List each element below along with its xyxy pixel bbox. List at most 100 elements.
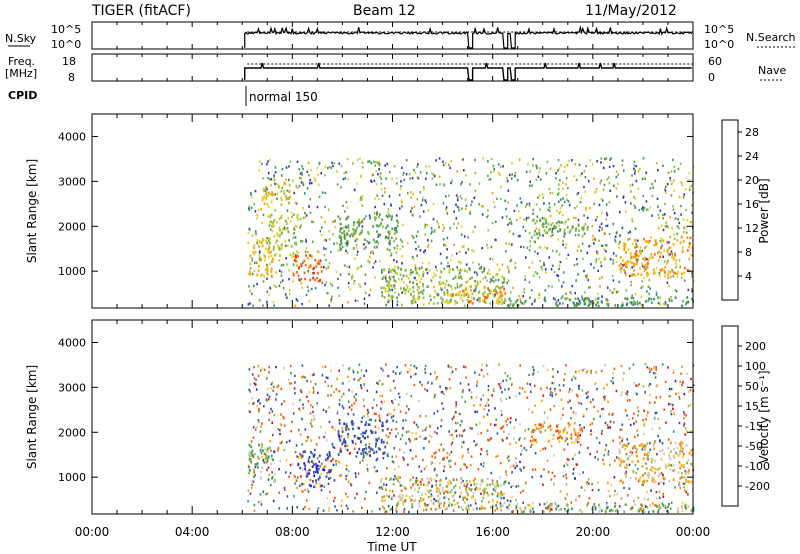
scatter-echo [672, 407, 674, 410]
scatter-echo [332, 458, 334, 461]
echo-region-cell [380, 438, 383, 442]
scatter-echo [555, 172, 557, 175]
scatter-echo [304, 250, 307, 253]
scatter-echo [646, 290, 648, 293]
scatter-echo [607, 426, 609, 429]
scatter-echo [664, 189, 667, 192]
scatter-echo [442, 448, 445, 451]
echo-region-cell [535, 219, 538, 223]
scatter-echo [322, 509, 325, 512]
scatter-echo [529, 383, 531, 386]
echo-region-cell [270, 267, 273, 271]
echo-region-cell [390, 295, 392, 299]
scatter-echo [603, 462, 605, 466]
scatter-echo [442, 238, 445, 241]
echo-region-cell [266, 202, 269, 206]
scatter-echo [253, 382, 256, 385]
scatter-echo [683, 424, 685, 427]
echo-region-cell [387, 294, 390, 297]
scatter-echo [361, 416, 363, 420]
scatter-echo [553, 475, 556, 478]
scatter-echo [614, 235, 617, 238]
scatter-echo [476, 442, 478, 446]
scatter-echo [378, 486, 381, 489]
echo-region-cell [248, 443, 251, 447]
scatter-echo [253, 509, 256, 512]
echo-region-cell [360, 420, 363, 424]
scatter-echo [428, 440, 430, 443]
scatter-echo [440, 443, 442, 446]
scatter-echo [580, 197, 583, 200]
scatter-echo [311, 425, 313, 428]
scatter-echo [546, 500, 548, 504]
scatter-echo [387, 504, 390, 508]
scatter-echo [528, 204, 531, 207]
scatter-echo [348, 452, 351, 455]
scatter-echo [400, 370, 402, 374]
echo-region-cell [443, 504, 445, 507]
echo-region-cell [647, 455, 649, 458]
echo-region-cell [643, 480, 646, 483]
scatter-echo [482, 205, 485, 208]
scatter-echo [275, 271, 277, 274]
echo-region-cell [397, 502, 399, 505]
scatter-echo [624, 201, 627, 204]
scatter-echo [326, 471, 328, 475]
scatter-echo [553, 270, 556, 274]
echo-region-cell [479, 507, 481, 510]
scatter-echo [500, 381, 502, 385]
scatter-echo [519, 216, 521, 219]
echo-region-cell [414, 298, 416, 301]
scatter-echo [285, 471, 287, 474]
scatter-echo [332, 445, 334, 449]
echo-region-cell [279, 233, 282, 236]
echo-region-cell [469, 300, 472, 303]
scatter-echo [399, 448, 401, 451]
scatter-echo [522, 225, 525, 228]
scatter-echo [468, 388, 471, 392]
scatter-echo [599, 285, 601, 288]
scatter-echo [548, 209, 551, 212]
scatter-echo [278, 284, 281, 288]
scatter-echo [602, 458, 604, 461]
scatter-echo [368, 214, 371, 217]
scatter-echo [494, 407, 496, 410]
echo-region-cell [582, 228, 585, 232]
scatter-echo [310, 287, 313, 291]
echo-region-cell [449, 293, 452, 297]
echo-region-cell [386, 247, 389, 251]
scatter-echo [375, 183, 378, 186]
echo-region-cell [679, 466, 682, 470]
scatter-echo [669, 179, 672, 182]
scatter-echo [567, 443, 569, 446]
echo-region-cell [673, 456, 676, 459]
scatter-echo [582, 414, 585, 418]
echo-region-cell [494, 489, 497, 493]
scatter-echo [691, 288, 693, 291]
scatter-echo [649, 448, 652, 451]
scatter-echo [525, 216, 528, 220]
echo-region-cell [460, 481, 462, 485]
echo-region-cell [598, 506, 601, 509]
scatter-echo [681, 365, 683, 368]
echo-region-cell [427, 495, 430, 499]
scatter-echo [633, 204, 636, 207]
scatter-echo [387, 435, 390, 439]
echo-region-cell [319, 279, 321, 282]
echo-region-cell [367, 232, 370, 236]
scatter-echo [282, 263, 285, 267]
scatter-echo [368, 255, 371, 258]
echo-region-cell [320, 484, 323, 488]
scatter-echo [668, 387, 671, 391]
scatter-echo [433, 230, 436, 233]
scatter-echo [347, 301, 349, 304]
echo-region-cell [640, 442, 643, 446]
scatter-echo [385, 510, 388, 513]
echo-region-cell [365, 443, 367, 447]
echo-region-cell [248, 458, 251, 461]
scatter-echo [643, 276, 646, 280]
scatter-echo [356, 237, 359, 241]
scatter-echo [690, 184, 693, 187]
scatter-echo [570, 433, 573, 436]
echo-region-cell [271, 476, 273, 480]
